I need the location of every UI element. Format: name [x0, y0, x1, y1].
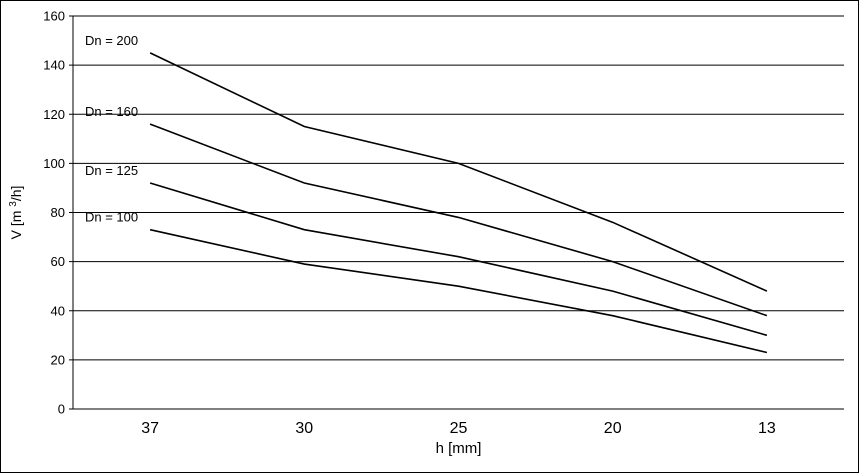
x-tick-label: 30	[295, 420, 313, 437]
series-label: Dn = 100	[85, 210, 138, 225]
x-tick-label: 13	[758, 420, 776, 437]
series-label: Dn = 160	[85, 104, 138, 119]
series-label: Dn = 200	[85, 33, 138, 48]
x-tick-label: 20	[604, 420, 622, 437]
y-tick-label: 160	[43, 9, 65, 24]
y-tick-label: 100	[43, 156, 65, 171]
y-tick-label: 0	[58, 402, 65, 417]
x-tick-label: 37	[141, 420, 159, 437]
y-tick-label: 60	[51, 254, 65, 269]
series-line-dn-160	[149, 123, 768, 317]
y-tick-label: 40	[51, 303, 65, 318]
y-tick-label: 120	[43, 107, 65, 122]
x-axis-title: h [mm]	[436, 440, 482, 457]
y-tick-label: 140	[43, 58, 65, 73]
series-label: Dn = 125	[85, 163, 138, 178]
x-tick-label: 25	[450, 420, 468, 437]
series-line-dn-200	[149, 52, 768, 292]
y-tick-label: 80	[51, 205, 65, 220]
y-axis-title: V [m 3/h]	[8, 186, 24, 240]
series-line-dn-100	[149, 228, 768, 354]
y-tick-label: 20	[51, 352, 65, 367]
series-line-dn-125	[149, 182, 768, 337]
